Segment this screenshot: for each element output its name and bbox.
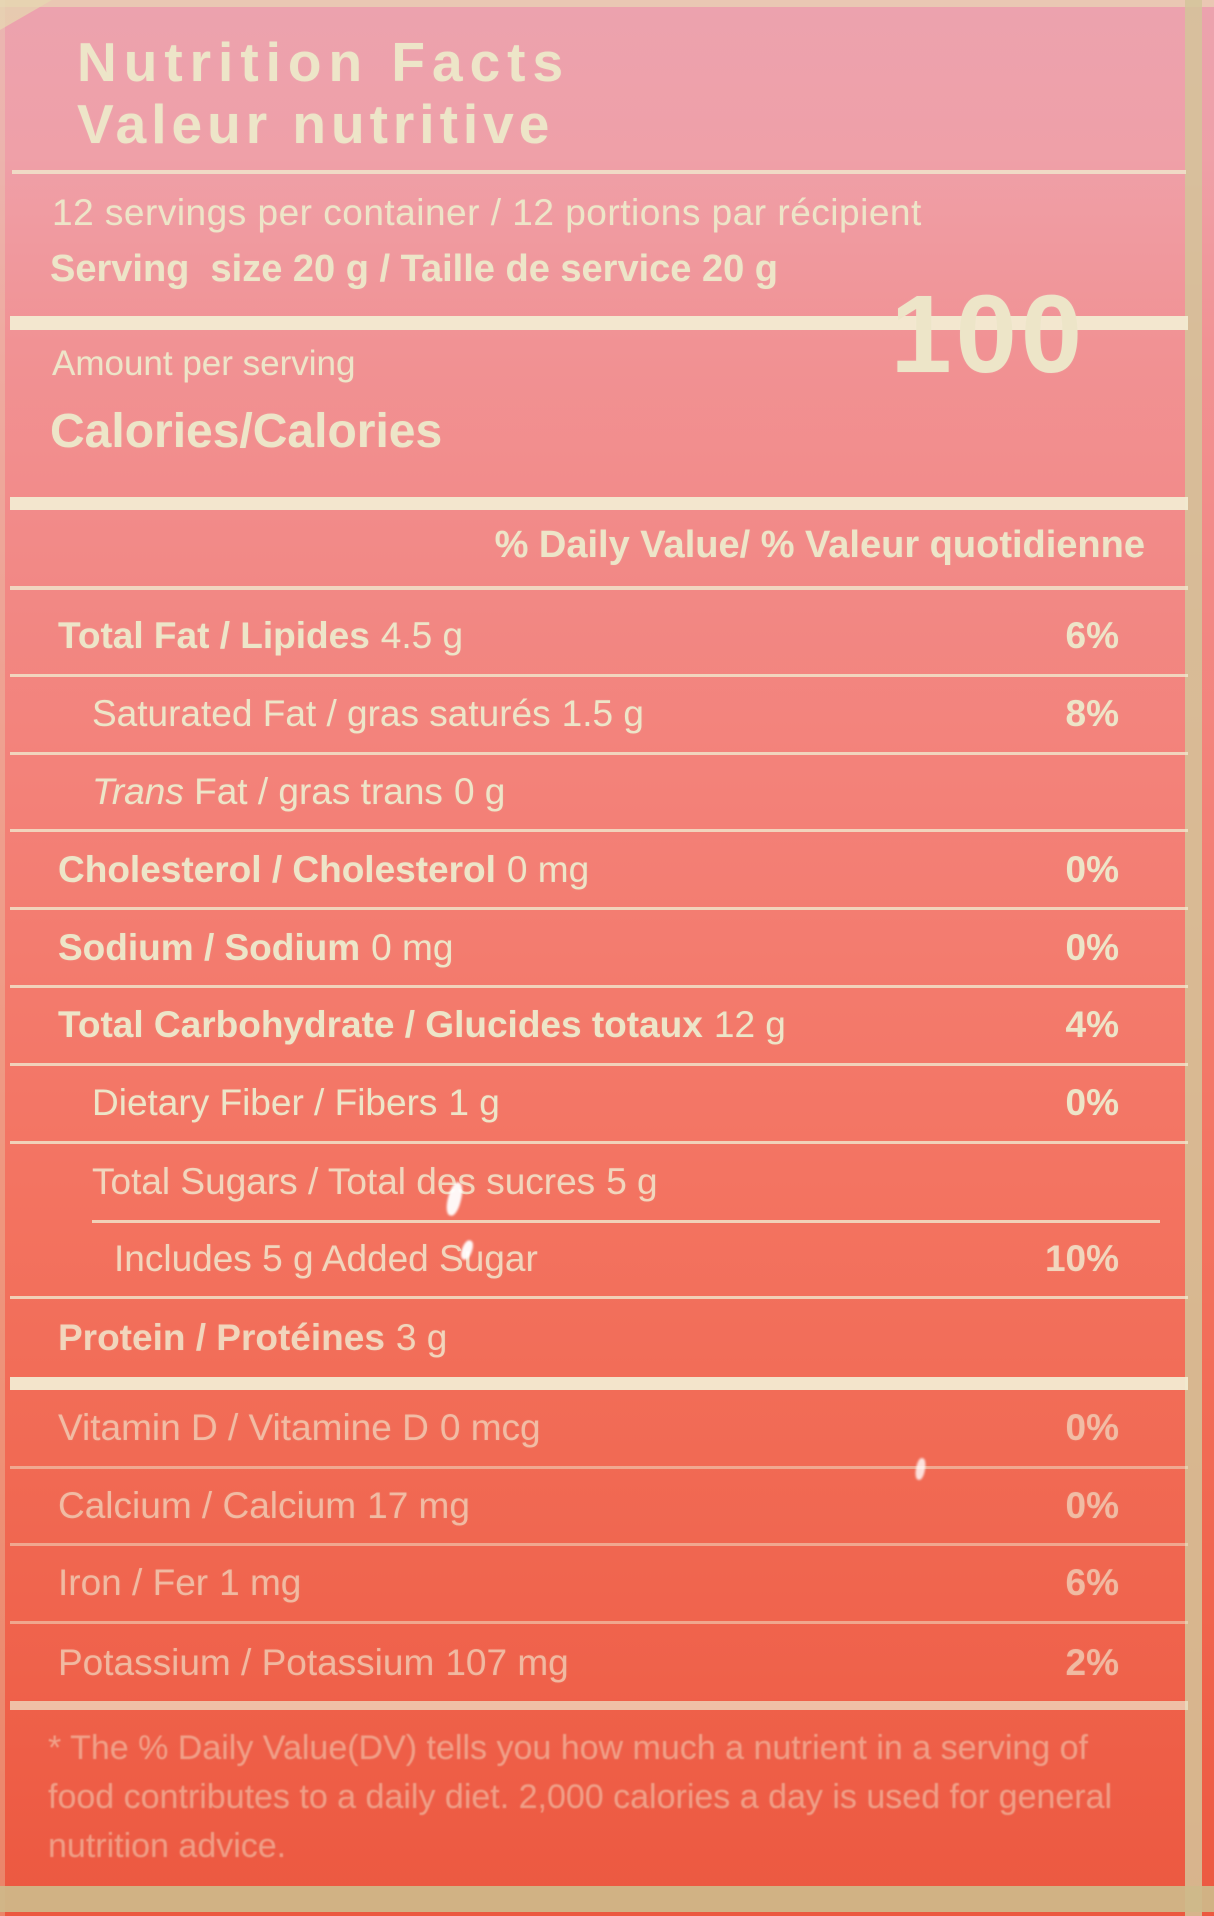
nutrient-amount: 1.5 g (561, 693, 644, 735)
nutrient-row: Potassium / Potassium 107 mg 2% (10, 1624, 1188, 1702)
daily-value-percent: 6% (1065, 615, 1119, 657)
nutrient-amount: 12 g (713, 1004, 786, 1046)
daily-value-header: % Daily Value/ % Valeur quotidienne (494, 524, 1145, 566)
daily-value-percent: 0% (1065, 1484, 1119, 1526)
nutrient-amount: 17 mg (367, 1484, 470, 1526)
thick-bar-protein (10, 1377, 1188, 1390)
nutrient-label: Dietary Fiber / Fibers (92, 1082, 438, 1124)
nutrient-label: Includes 5 g Added Sugar (114, 1237, 538, 1279)
nutrient-row: Calcium / Calcium 17 mg 0% (10, 1469, 1188, 1547)
nutrient-amount: 0 mg (371, 926, 454, 968)
calories-label: Calories/Calories (50, 405, 443, 458)
nutrient-label: Calcium / Calcium (58, 1484, 357, 1526)
nutrient-amount: 4.5 g (380, 615, 464, 657)
nutrient-row: Trans Fat / gras trans 0 g (10, 755, 1188, 833)
label-border-top (0, 0, 1214, 7)
nutrient-label: Total Fat / Lipides (58, 615, 370, 657)
daily-value-percent: 0% (1065, 848, 1119, 890)
nutrient-row: Iron / Fer 1 mg 6% (10, 1546, 1188, 1624)
calories-value: 100 (890, 273, 1086, 396)
nutrient-label: Cholesterol / Cholesterol (58, 848, 496, 890)
nutrient-row: Dietary Fiber / Fibers 1 g 0% (10, 1066, 1188, 1144)
amount-per-serving-label: Amount per serving (52, 344, 356, 383)
nutrient-label: Sodium / Sodium (58, 926, 361, 968)
nutrient-amount: 0 mg (506, 848, 590, 890)
nutrient-row: Total Carbohydrate / Glucides totaux 12 g… (10, 988, 1188, 1066)
nutrient-row: Sodium / Sodium 0 mg 0% (10, 910, 1188, 988)
daily-value-percent: 2% (1065, 1641, 1119, 1683)
daily-value-percent: 10% (1044, 1237, 1119, 1279)
label-border-left (0, 0, 5, 1916)
daily-value-percent: 4% (1065, 1004, 1119, 1046)
daily-value-percent: 0% (1065, 1082, 1119, 1124)
nutrient-amount: 0 g (453, 770, 506, 812)
separator-under-dv-header (10, 586, 1188, 590)
nutrient-amount: 1 mg (219, 1562, 302, 1604)
nutrient-amount: 5 g (606, 1161, 658, 1203)
label-border-bottom (0, 1886, 1214, 1912)
nutrient-amount: 3 g (395, 1317, 448, 1359)
nutrient-label: Vitamin D / Vitamine D (58, 1407, 429, 1449)
servings-per-container: 12 servings per container / 12 portions … (52, 192, 922, 233)
nutrient-label: Protein / Protéines (58, 1317, 385, 1359)
nutrient-amount: 107 mg (445, 1641, 569, 1683)
separator-under-title (12, 170, 1186, 174)
nutrient-amount: 1 g (448, 1082, 500, 1124)
nutrient-label: Saturated Fat / gras saturés (92, 693, 551, 735)
daily-value-percent: 0% (1065, 926, 1119, 968)
nutrient-row: Includes 5 g Added Sugar 10% (10, 1221, 1188, 1300)
daily-value-percent: 8% (1065, 693, 1119, 735)
nutrient-label: Trans Fat / gras trans (92, 770, 443, 812)
nutrient-row: Cholesterol / Cholesterol 0 mg 0% (10, 832, 1188, 911)
serving-size: Serving size 20 g / Taille de service 20… (50, 248, 778, 290)
thick-bar-potassium (10, 1701, 1188, 1710)
nutrient-row: Total Sugars / Total des sucres 5 g (10, 1144, 1188, 1224)
nutrient-label: Total Sugars / Total des sucres (92, 1161, 596, 1203)
nutrient-row: Total Fat / Lipides 4.5 g 6% (10, 599, 1188, 677)
nutrient-label: Iron / Fer (58, 1562, 209, 1604)
nutrient-row: Saturated Fat / gras saturés 1.5 g 8% (10, 677, 1188, 755)
title-english: Nutrition Facts (77, 31, 571, 93)
nutrient-label: Total Carbohydrate / Glucides totaux (58, 1004, 703, 1046)
thick-bar-calories (10, 497, 1188, 510)
title-french: Valeur nutritive (77, 93, 555, 155)
nutrient-amount: 0 mcg (439, 1407, 541, 1449)
thick-bar-serving (10, 316, 1188, 330)
label-border-right (1185, 0, 1202, 1916)
nutrient-row: Protein / Protéines 3 g (10, 1299, 1188, 1377)
daily-value-percent: 0% (1065, 1407, 1119, 1449)
macronutrient-rows: Total Fat / Lipides 4.5 g 6% Saturated Fat … (10, 599, 1188, 1377)
indented-separator (92, 1220, 1160, 1224)
nutrient-label: Potassium / Potassium (58, 1641, 435, 1683)
daily-value-footnote: * The % Daily Value(DV) tells you how mu… (48, 1729, 1113, 1865)
daily-value-percent: 6% (1065, 1562, 1119, 1604)
